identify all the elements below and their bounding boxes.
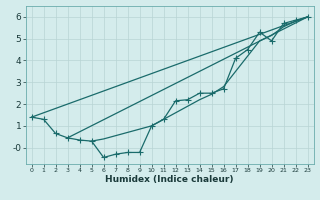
X-axis label: Humidex (Indice chaleur): Humidex (Indice chaleur) xyxy=(105,175,234,184)
